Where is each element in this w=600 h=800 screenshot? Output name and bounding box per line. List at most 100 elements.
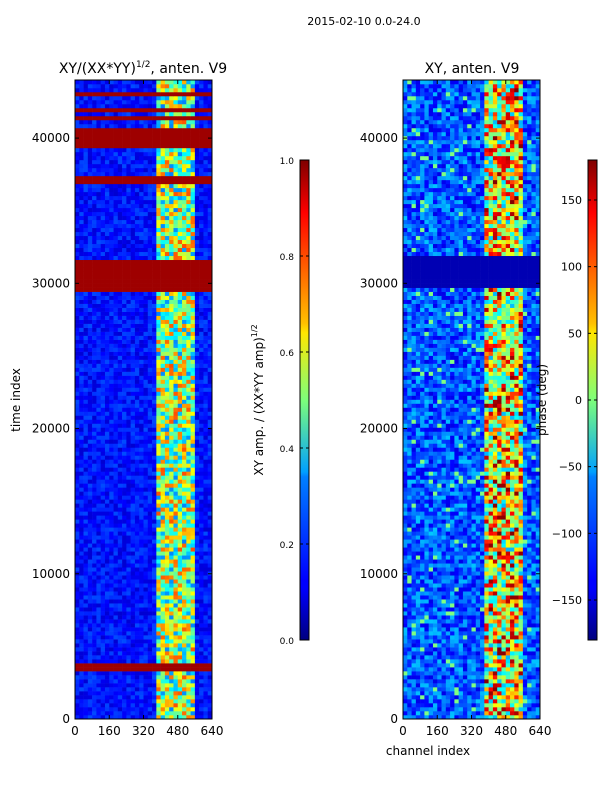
amplitude-heat-cell bbox=[207, 523, 213, 528]
amplitude-heat-cell bbox=[147, 611, 153, 616]
amplitude-heat-cell bbox=[139, 611, 144, 616]
amplitude-heat-cell bbox=[79, 155, 84, 161]
amplitude-heat-cell bbox=[199, 283, 204, 288]
amplitude-heat-cell bbox=[147, 523, 153, 528]
amplitude-heat-cell bbox=[207, 675, 213, 680]
amplitude-heat-cell bbox=[190, 571, 196, 576]
amplitude-heat-cell bbox=[143, 311, 149, 316]
amplitude-heat-cell bbox=[143, 267, 149, 272]
amplitude-heat-cell bbox=[96, 375, 101, 380]
amplitude-heat-cell bbox=[156, 527, 161, 532]
amplitude-heat-cell bbox=[177, 231, 183, 237]
amplitude-heat-cell bbox=[113, 607, 119, 612]
amplitude-heat-cell bbox=[147, 447, 153, 452]
amplitude-heat-cell bbox=[164, 607, 170, 612]
amplitude-heat-cell bbox=[186, 343, 191, 348]
amplitude-heat-cell bbox=[96, 511, 101, 516]
amplitude-heat-cell bbox=[130, 523, 136, 528]
amplitude-heat-cell bbox=[139, 383, 144, 388]
amplitude-heat-cell bbox=[186, 459, 191, 464]
amplitude-heat-cell bbox=[109, 531, 114, 536]
amplitude-heat-cell bbox=[199, 171, 204, 177]
amplitude-heat-cell bbox=[96, 231, 101, 237]
amplitude-heat-cell bbox=[194, 411, 200, 416]
amplitude-heat-cell bbox=[139, 215, 144, 221]
amplitude-heat-cell bbox=[169, 591, 174, 596]
amplitude-heat-cell bbox=[194, 255, 200, 261]
amplitude-heat-cell bbox=[122, 415, 127, 420]
amplitude-heat-cell bbox=[177, 487, 183, 492]
amplitude-heat-cell bbox=[96, 203, 101, 209]
amplitude-heat-cell bbox=[156, 459, 161, 464]
amplitude-heat-cell bbox=[182, 455, 187, 460]
amplitude-heat-cell bbox=[104, 519, 110, 524]
amplitude-heat-cell bbox=[173, 679, 179, 684]
amplitude-heat-cell bbox=[92, 267, 97, 272]
amplitude-heat-cell bbox=[134, 255, 140, 261]
amplitude-heat-cell bbox=[113, 227, 119, 233]
amplitude-heat-cell bbox=[139, 707, 144, 712]
amplitude-heat-cell bbox=[143, 631, 149, 636]
amplitude-heat-cell bbox=[203, 463, 209, 468]
amplitude-heat-cell bbox=[164, 599, 170, 604]
amplitude-heat-cell bbox=[104, 531, 110, 536]
amplitude-heat-cell bbox=[156, 695, 161, 700]
amplitude-heat-cell bbox=[194, 103, 200, 109]
amplitude-heat-cell bbox=[130, 203, 136, 209]
amplitude-heat-cell bbox=[87, 379, 93, 384]
amplitude-heat-cell bbox=[122, 587, 127, 592]
amplitude-heat-cell bbox=[117, 603, 123, 608]
amplitude-heat-cell bbox=[130, 183, 136, 189]
amplitude-heat-cell bbox=[117, 519, 123, 524]
amplitude-heat-cell bbox=[75, 267, 80, 272]
amplitude-heat-cell bbox=[190, 431, 196, 436]
amplitude-heat-cell bbox=[160, 403, 166, 408]
amplitude-heat-cell bbox=[113, 291, 119, 296]
amplitude-heat-cell bbox=[117, 291, 123, 296]
amplitude-heat-cell bbox=[207, 507, 213, 512]
amplitude-heat-cell bbox=[186, 259, 191, 265]
amplitude-heat-cell bbox=[164, 431, 170, 436]
amplitude-heat-cell bbox=[186, 375, 191, 380]
amplitude-heat-cell bbox=[173, 219, 179, 225]
amplitude-heat-cell bbox=[126, 399, 131, 404]
amplitude-heat-cell bbox=[130, 327, 136, 332]
amplitude-heat-cell bbox=[109, 107, 114, 113]
amplitude-heat-cell bbox=[173, 135, 179, 141]
amplitude-heat-cell bbox=[143, 347, 149, 352]
amplitude-heat-cell bbox=[87, 103, 93, 109]
amplitude-heat-cell bbox=[109, 199, 114, 205]
amplitude-heat-cell bbox=[104, 167, 110, 173]
amplitude-heat-cell bbox=[199, 519, 204, 524]
amplitude-heat-cell bbox=[117, 155, 123, 161]
amplitude-heat-cell bbox=[164, 127, 170, 133]
amplitude-heat-cell bbox=[113, 555, 119, 560]
amplitude-heat-cell bbox=[134, 463, 140, 468]
amplitude-heat-cell bbox=[164, 175, 170, 181]
amplitude-heat-cell bbox=[96, 695, 101, 700]
amplitude-heat-cell bbox=[122, 667, 127, 672]
amplitude-heat-cell bbox=[147, 579, 153, 584]
amplitude-heat-cell bbox=[147, 299, 153, 304]
amplitude-heat-cell bbox=[147, 399, 153, 404]
amplitude-heat-cell bbox=[169, 531, 174, 536]
amplitude-heat-cell bbox=[79, 279, 84, 284]
amplitude-heat-cell bbox=[169, 671, 174, 676]
amplitude-heat-cell bbox=[113, 155, 119, 161]
amplitude-heat-cell bbox=[199, 595, 204, 600]
amplitude-heat-cell bbox=[92, 175, 97, 181]
amplitude-heat-cell bbox=[194, 275, 200, 280]
amplitude-heat-cell bbox=[182, 183, 187, 189]
amplitude-heat-cell bbox=[139, 523, 144, 528]
amplitude-heat-cell bbox=[143, 255, 149, 261]
amplitude-heat-cell bbox=[126, 531, 131, 536]
amplitude-heat-cell bbox=[186, 447, 191, 452]
amplitude-heat-cell bbox=[83, 115, 89, 121]
amplitude-heat-cell bbox=[199, 539, 204, 544]
amplitude-heat-cell bbox=[79, 287, 84, 292]
amplitude-heat-cell bbox=[87, 715, 93, 720]
amplitude-heat-cell bbox=[177, 383, 183, 388]
amplitude-heat-cell bbox=[160, 599, 166, 604]
amplitude-heat-cell bbox=[126, 127, 131, 133]
amplitude-heat-cell bbox=[130, 151, 136, 157]
